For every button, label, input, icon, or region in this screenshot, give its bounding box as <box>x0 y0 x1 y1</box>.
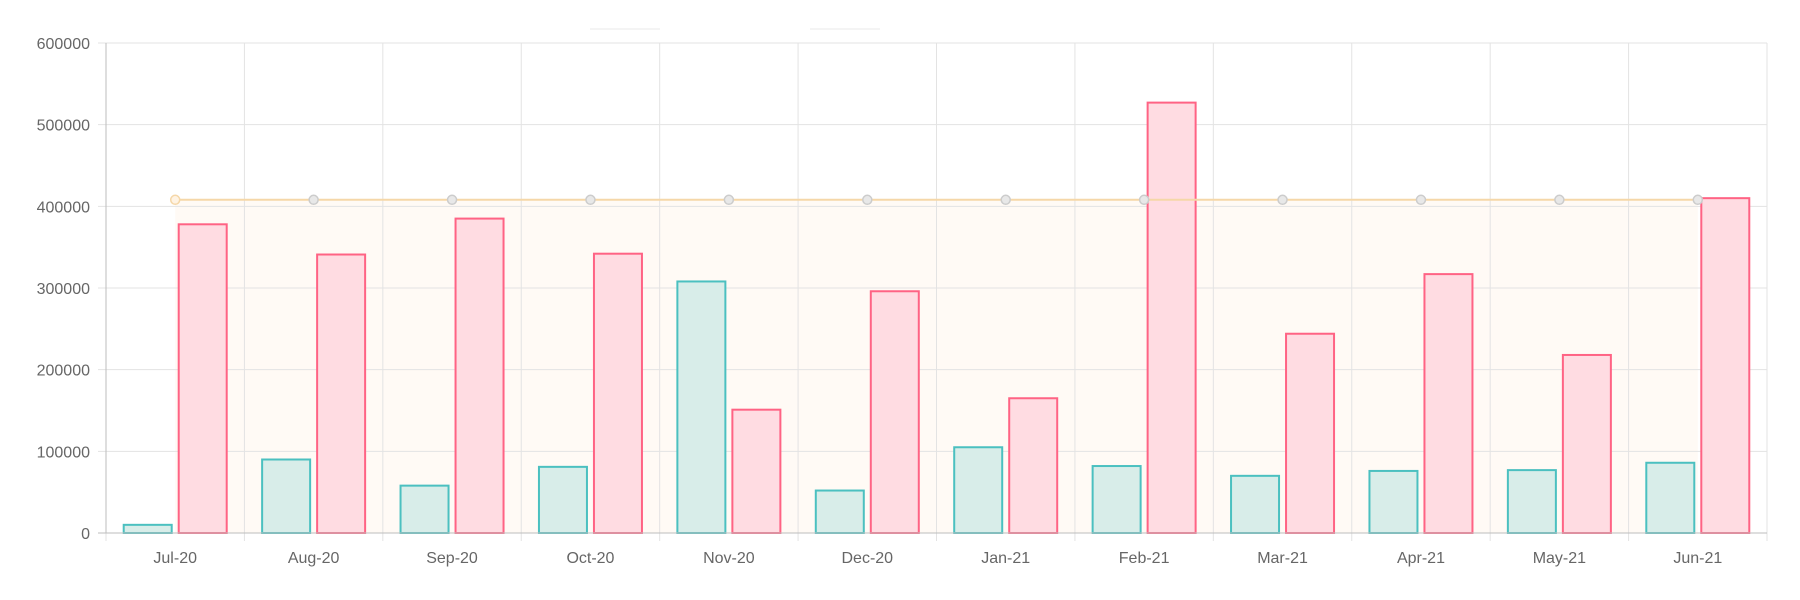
bar-series-1 <box>1645 461 1696 534</box>
y-tick-label: 100000 <box>37 444 90 461</box>
y-tick-label: 300000 <box>37 281 90 298</box>
y-tick-label: 200000 <box>37 363 90 380</box>
y-tick-label: 0 <box>81 526 90 543</box>
x-tick-label: Jul-20 <box>153 550 197 567</box>
bar-series-1 <box>953 446 1004 534</box>
axes: 0 100000 200000 300000 400000 500000 600000 Jul… <box>37 36 1767 567</box>
line-series-point <box>862 194 873 206</box>
line-series-point <box>1692 194 1704 206</box>
x-tick-label: Jan-21 <box>981 550 1030 567</box>
line-layer <box>169 194 1704 206</box>
bar-series-2 <box>1561 353 1612 535</box>
bar-series-1 <box>537 465 588 535</box>
x-tick-label: Dec-20 <box>842 550 894 567</box>
line-series-point <box>1415 194 1427 206</box>
line-series-point <box>723 194 735 206</box>
bar-series-2 <box>177 223 228 535</box>
x-tick-label: Apr-21 <box>1397 550 1445 567</box>
bars-layer <box>122 101 1751 535</box>
bar-series-1 <box>399 484 450 534</box>
bar-series-1 <box>122 523 173 534</box>
line-series-point <box>1554 194 1565 206</box>
legend-stub-1 <box>590 28 660 30</box>
x-tick-label: Mar-21 <box>1257 550 1308 567</box>
line-series-point <box>585 194 596 206</box>
bar-series-2 <box>731 408 782 534</box>
y-tick-label: 600000 <box>37 36 90 53</box>
x-tick-label: Feb-21 <box>1119 550 1170 567</box>
bar-series-2 <box>1008 397 1059 534</box>
x-tick-label: Jun-21 <box>1673 550 1722 567</box>
bar-series-1 <box>676 280 727 535</box>
bar-series-2 <box>454 217 505 534</box>
line-series-point <box>308 194 319 206</box>
line-series-point <box>1000 194 1011 206</box>
x-tick-label: Oct-20 <box>566 550 614 567</box>
legend <box>590 28 880 30</box>
bar-series-1 <box>1230 474 1281 535</box>
line-series-point <box>169 194 181 206</box>
bar-series-1 <box>1506 469 1557 535</box>
bar-series-2 <box>316 253 367 534</box>
bar-series-1 <box>1091 465 1142 534</box>
x-tick-label: Nov-20 <box>703 550 755 567</box>
bar-series-2 <box>1146 101 1197 534</box>
legend-stub-2 <box>810 28 880 30</box>
x-tick-label: May-21 <box>1533 550 1586 567</box>
x-tick-label: Aug-20 <box>288 550 340 567</box>
y-tick-label: 400000 <box>37 199 90 216</box>
line-series-point <box>1277 194 1288 206</box>
bar-series-1 <box>1368 469 1419 534</box>
bar-series-2 <box>869 290 920 534</box>
line-series-point <box>1138 194 1150 206</box>
bar-series-2 <box>1285 332 1336 534</box>
bar-series-1 <box>814 489 865 534</box>
line-series-point <box>446 194 458 206</box>
grid <box>98 42 1768 541</box>
bar-series-2 <box>1700 197 1751 535</box>
bar-series-2 <box>592 252 643 534</box>
bar-series-2 <box>1423 273 1474 534</box>
y-tick-label: 500000 <box>37 118 90 135</box>
bar-series-1 <box>261 458 312 534</box>
x-tick-label: Sep-20 <box>426 550 478 567</box>
